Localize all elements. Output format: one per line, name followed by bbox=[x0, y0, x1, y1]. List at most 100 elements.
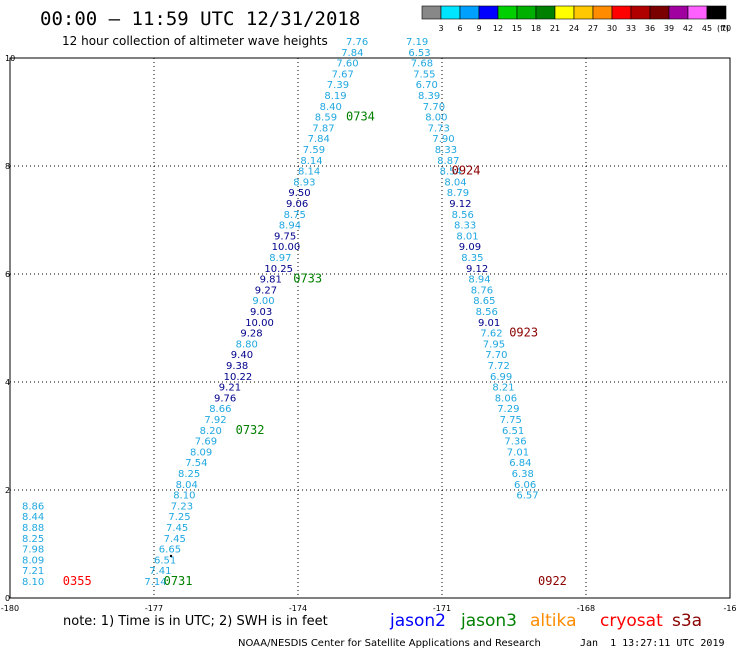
pass-time-labels: 0355 0731 0732 0733 0734 0924 0923 0922 bbox=[63, 110, 567, 588]
wave-height-point: 7.19 bbox=[406, 37, 428, 48]
wave-height-point: 9.38 bbox=[226, 361, 248, 372]
scale-label: 21 bbox=[550, 24, 560, 33]
wave-height-point: 8.44 bbox=[22, 512, 44, 523]
stray-dot bbox=[169, 554, 173, 558]
wave-height-point: 8.09 bbox=[190, 447, 212, 458]
scale-swatch bbox=[497, 5, 518, 20]
scale-label: 24 bbox=[569, 24, 579, 33]
wave-height-point: 8.94 bbox=[279, 221, 301, 232]
wave-height-point: 8.14 bbox=[300, 156, 322, 167]
wave-height-point: 10.00 bbox=[245, 318, 274, 329]
wave-height-point: 8.87 bbox=[437, 156, 459, 167]
x-tick-label: -180 bbox=[1, 604, 19, 613]
pass-time-label: 0923 bbox=[509, 326, 538, 340]
y-tick-label: 6 bbox=[5, 270, 10, 279]
wave-height-point: 7.67 bbox=[332, 69, 354, 80]
wave-height-point: 6.06 bbox=[514, 480, 536, 491]
scale-swatch bbox=[611, 5, 632, 20]
wave-height-point: 7.68 bbox=[411, 59, 433, 70]
scale-unit: (ft) bbox=[717, 24, 729, 33]
pass-time-label: 0734 bbox=[346, 110, 375, 124]
wave-height-point: 8.33 bbox=[454, 221, 476, 232]
wave-height-point: 7.98 bbox=[22, 545, 44, 556]
wave-height-point: 8.65 bbox=[473, 296, 495, 307]
footer-timestamp: Jan 1 13:27:11 UTC 2019 bbox=[580, 638, 725, 649]
scale-swatch bbox=[421, 5, 442, 20]
wave-height-point: 8.79 bbox=[447, 188, 469, 199]
scale-label: 42 bbox=[683, 24, 693, 33]
wave-height-point: 9.27 bbox=[255, 285, 277, 296]
wave-height-point: 6.99 bbox=[490, 372, 512, 383]
pass-time-label: 0732 bbox=[236, 423, 265, 437]
wave-height-point: 6.57 bbox=[516, 491, 538, 502]
pass-time-label: 0355 bbox=[63, 574, 92, 588]
wave-height-point: 8.20 bbox=[200, 426, 222, 437]
wave-height-point: 8.01 bbox=[456, 231, 478, 242]
wave-height-point: 8.97 bbox=[269, 253, 291, 264]
wave-height-point: 7.70 bbox=[423, 102, 445, 113]
wave-height-point: 9.40 bbox=[231, 350, 253, 361]
wave-height-point: 7.45 bbox=[164, 534, 186, 545]
wave-height-point: 7.69 bbox=[195, 437, 217, 448]
x-tick-label: -168 bbox=[577, 604, 595, 613]
wave-height-point: 8.75 bbox=[284, 210, 306, 221]
wave-height-point: 8.33 bbox=[435, 145, 457, 156]
wave-height-point: 7.72 bbox=[488, 361, 510, 372]
wave-height-point: 6.65 bbox=[159, 545, 181, 556]
scale-label: 6 bbox=[457, 24, 462, 33]
scale-label: 27 bbox=[588, 24, 598, 33]
wave-height-point: 8.56 bbox=[476, 307, 498, 318]
pass-time-label: 0922 bbox=[538, 574, 567, 588]
wave-height-point: 9.21 bbox=[219, 383, 241, 394]
wave-height-point: 7.90 bbox=[432, 134, 454, 145]
scale-swatch bbox=[516, 5, 537, 20]
satellite-altika: altika bbox=[530, 611, 577, 631]
wave-height-point: 9.06 bbox=[286, 199, 308, 210]
plot-frame bbox=[9, 57, 731, 599]
footer-credit: NOAA/NESDIS Center for Satellite Applica… bbox=[238, 638, 541, 649]
scale-swatch bbox=[459, 5, 480, 20]
color-scale-legend: 3 6 9 12 15 18 21 24 27 30 33 36 39 42 45 70(ft) bbox=[421, 5, 731, 33]
y-tick-label: 8 bbox=[5, 162, 10, 171]
scale-label: 39 bbox=[664, 24, 674, 33]
wave-height-point: 8.59 bbox=[315, 113, 337, 124]
wave-height-point: 6.38 bbox=[512, 469, 534, 480]
x-tick-label: -177 bbox=[145, 604, 163, 613]
chart-title: 00:00 – 11:59 UTC 12/31/2018 bbox=[40, 8, 360, 30]
wave-height-point: 7.75 bbox=[500, 415, 522, 426]
scale-label: 12 bbox=[493, 24, 503, 33]
wave-height-point: 8.25 bbox=[178, 469, 200, 480]
wave-height-point: 7.92 bbox=[204, 415, 226, 426]
wave-height-point: 7.59 bbox=[303, 145, 325, 156]
y-tick-label: 2 bbox=[5, 486, 10, 495]
x-tick-label: -16 bbox=[723, 604, 736, 613]
wave-height-point: 9.76 bbox=[214, 393, 236, 404]
wave-height-point: 7.84 bbox=[341, 48, 363, 59]
wave-height-point: 8.66 bbox=[209, 404, 231, 415]
satellite-s3a: s3a bbox=[672, 611, 702, 631]
wave-height-point: 8.10 bbox=[22, 577, 44, 588]
wave-height-point: 7.01 bbox=[507, 447, 529, 458]
wave-height-point: 9.75 bbox=[274, 231, 296, 242]
scale-label: 30 bbox=[607, 24, 617, 33]
plot-grid bbox=[10, 58, 730, 598]
wave-height-point: 7.95 bbox=[483, 339, 505, 350]
wave-height-point: 8.76 bbox=[471, 285, 493, 296]
scale-label: 15 bbox=[512, 24, 522, 33]
wave-height-point: 9.12 bbox=[449, 199, 471, 210]
wave-height-point: 8.19 bbox=[324, 91, 346, 102]
scale-swatch bbox=[706, 5, 727, 20]
scale-swatch bbox=[592, 5, 613, 20]
satellite-cryosat: cryosat bbox=[600, 611, 663, 631]
wave-height-point: 7.41 bbox=[149, 566, 171, 577]
data-points: 8.868.448.888.257.988.097.218.10 7.147.41… bbox=[22, 37, 539, 588]
satellite-legend: jason2 jason3 altika cryosat s3a bbox=[389, 611, 702, 631]
scale-label: 33 bbox=[626, 24, 636, 33]
wave-height-point: 7.23 bbox=[171, 501, 193, 512]
wave-height-point: 6.51 bbox=[502, 426, 524, 437]
wave-height-point: 10.00 bbox=[272, 242, 301, 253]
wave-height-point: 8.88 bbox=[22, 523, 44, 534]
wave-height-point: 6.51 bbox=[154, 555, 176, 566]
wave-height-point: 7.25 bbox=[168, 512, 190, 523]
wave-height-point: 7.62 bbox=[480, 329, 502, 340]
